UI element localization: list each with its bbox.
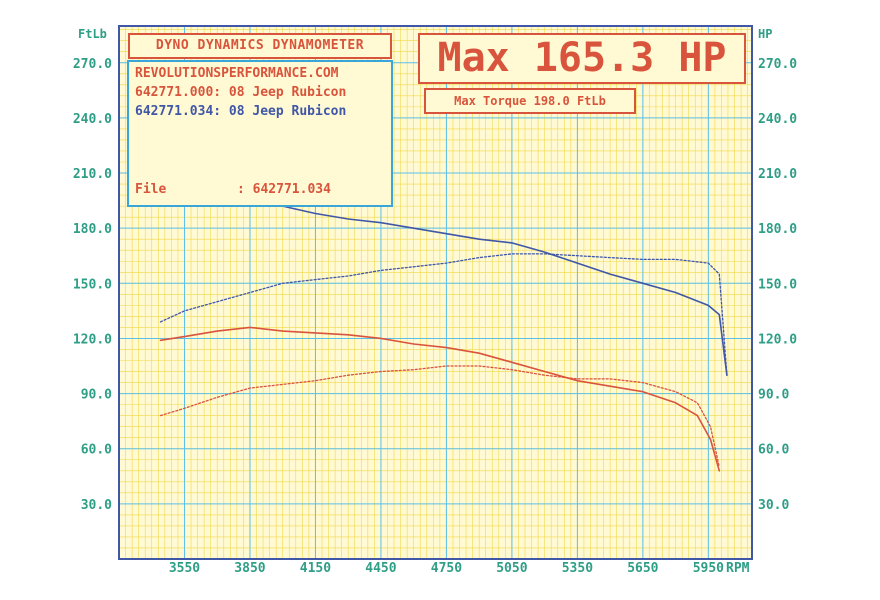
y-axis-right-label: HP xyxy=(758,27,772,41)
x-tick-label: 4750 xyxy=(431,561,462,576)
y-tick-label-right: 210.0 xyxy=(758,167,797,182)
y-tick-label-left: 150.0 xyxy=(73,277,112,292)
y-tick-label-left: 210.0 xyxy=(73,167,112,182)
plot-frame xyxy=(118,25,753,560)
y-tick-label-right: 270.0 xyxy=(758,57,797,72)
x-tick-label: 5350 xyxy=(562,561,593,576)
max-torque-label: Max Torque 198.0 FtLb xyxy=(424,88,636,114)
y-tick-label-left: 60.0 xyxy=(81,443,112,458)
y-tick-label-right: 30.0 xyxy=(758,498,789,513)
y-axis-left-label: FtLb xyxy=(78,27,107,41)
y-tick-label-right: 150.0 xyxy=(758,277,797,292)
y-tick-label-left: 180.0 xyxy=(73,222,112,237)
y-tick-label-right: 60.0 xyxy=(758,443,789,458)
y-tick-label-right: 90.0 xyxy=(758,388,789,403)
legend-run-red: 642771.000: 08 Jeep Rubicon xyxy=(135,85,347,100)
x-axis-ticks: 3550 3850 4150 4450 4750 5050 5350 5650 5950 xyxy=(169,561,724,576)
x-tick-label: 3550 xyxy=(169,561,200,576)
y-axis-right-ticks: 30.0 60.0 90.0 120.0 150.0 180.0 210.0 240.0 270… xyxy=(758,57,797,513)
y-tick-label-right: 240.0 xyxy=(758,112,797,127)
x-tick-label: 3850 xyxy=(234,561,265,576)
run-info-panel: REVOLUTIONSPERFORMANCE.COM 642771.000: 0… xyxy=(127,60,393,207)
x-tick-label: 4150 xyxy=(300,561,331,576)
x-tick-label: 5950 xyxy=(693,561,724,576)
series-line-red-dotted xyxy=(159,365,720,468)
y-axis-left-ticks: 30.0 60.0 90.0 120.0 150.0 180.0 210.0 240.0 270… xyxy=(73,57,112,513)
max-hp-label: Max 165.3 HP xyxy=(418,33,746,84)
y-tick-label-left: 120.0 xyxy=(73,332,112,347)
y-tick-label-left: 90.0 xyxy=(81,388,112,403)
y-tick-label-left: 240.0 xyxy=(73,112,112,127)
legend-run-blue: 642771.034: 08 Jeep Rubicon xyxy=(135,104,347,119)
file-label: File xyxy=(135,182,167,197)
x-tick-label: 4450 xyxy=(365,561,396,576)
series-line-red-solid xyxy=(159,326,721,472)
y-tick-label-left: 270.0 xyxy=(73,57,112,72)
chart-title: DYNO DYNAMICS DYNAMOMETER xyxy=(128,33,392,59)
x-axis-label: RPM xyxy=(726,561,750,576)
series-line-blue-dotted xyxy=(159,253,728,376)
x-tick-label: 5650 xyxy=(627,561,658,576)
y-tick-label-left: 30.0 xyxy=(81,498,112,513)
y-tick-label-right: 180.0 xyxy=(758,222,797,237)
x-tick-label: 5050 xyxy=(496,561,527,576)
file-value: : 642771.034 xyxy=(237,182,331,197)
y-tick-label-right: 120.0 xyxy=(758,332,797,347)
shop-name: REVOLUTIONSPERFORMANCE.COM xyxy=(135,66,339,81)
